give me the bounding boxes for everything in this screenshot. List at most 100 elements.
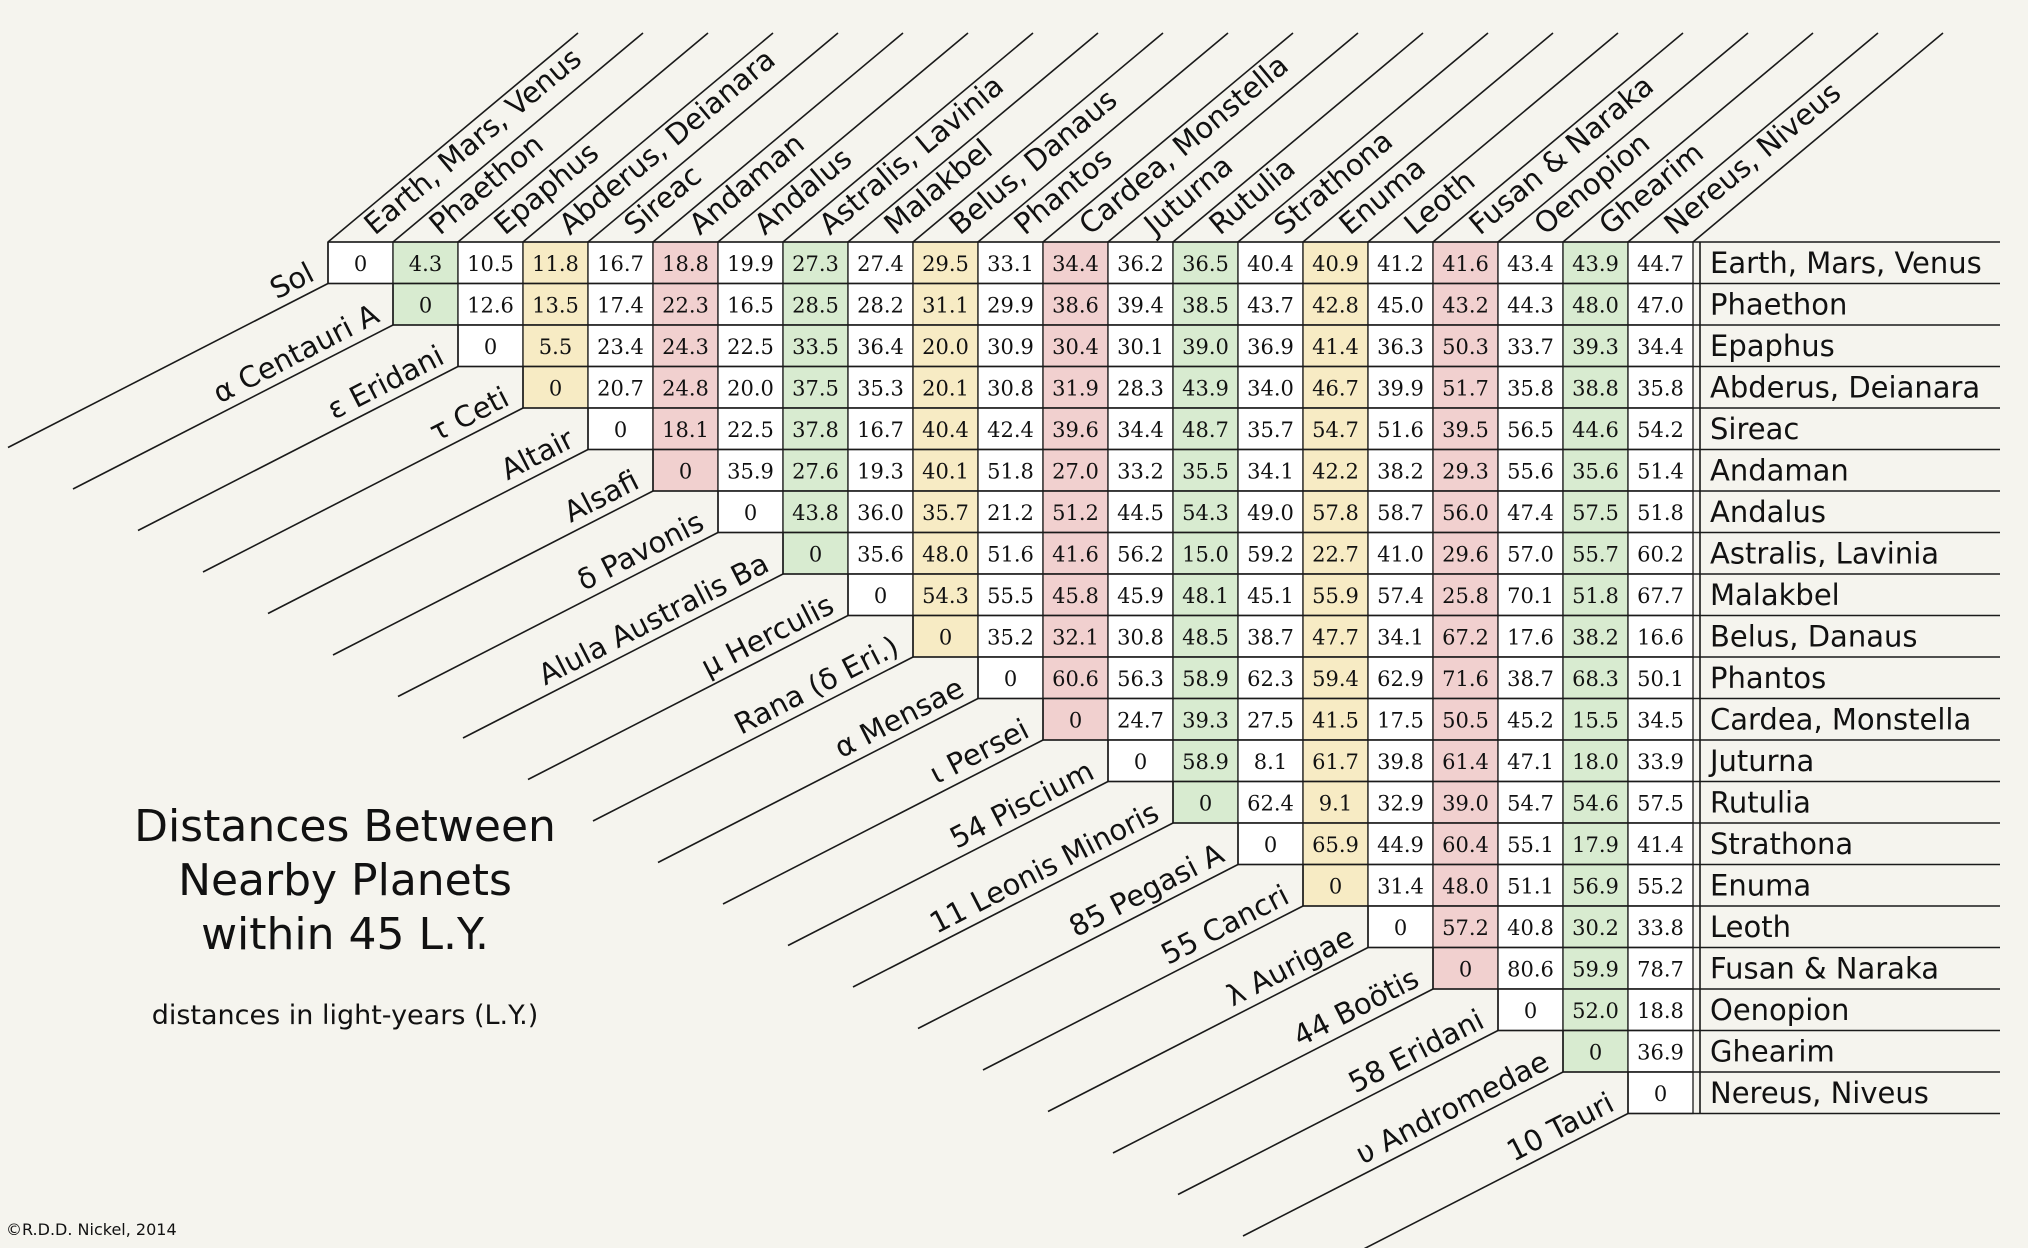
distance-value: 20.0 xyxy=(922,335,969,359)
matrix-cell xyxy=(1367,448,1434,492)
copyright-notice: ©R.D.D. Nickel, 2014 xyxy=(6,1220,177,1239)
matrix-cell xyxy=(912,490,979,534)
planet-row-label: Nereus, Niveus xyxy=(1710,1076,1929,1110)
matrix-cell xyxy=(1432,490,1499,534)
distance-value: 0 xyxy=(1524,999,1537,1023)
distance-value: 36.0 xyxy=(857,501,904,525)
matrix-cell xyxy=(1627,822,1694,866)
star-leader-line xyxy=(592,656,914,822)
matrix-cell xyxy=(1627,905,1694,949)
matrix-cell xyxy=(1107,573,1174,617)
distance-value: 57.5 xyxy=(1637,791,1684,815)
distance-value: 39.6 xyxy=(1052,418,1099,442)
distance-value: 55.9 xyxy=(1312,584,1359,608)
distance-value: 41.4 xyxy=(1637,833,1684,857)
distance-value: 17.4 xyxy=(597,293,644,317)
distance-value: 47.7 xyxy=(1312,625,1359,649)
matrix-cell xyxy=(1302,324,1369,368)
matrix-cell xyxy=(1562,241,1629,285)
matrix-cell xyxy=(1367,739,1434,783)
distance-value: 51.6 xyxy=(987,542,1034,566)
matrix-cell xyxy=(1497,365,1564,409)
distance-value: 48.0 xyxy=(1572,293,1619,317)
matrix-cell xyxy=(847,365,914,409)
distance-value: 59.4 xyxy=(1312,667,1359,691)
matrix-cell xyxy=(1172,739,1239,783)
distance-value: 19.3 xyxy=(857,459,904,483)
distance-value: 48.0 xyxy=(1442,874,1489,898)
distance-value: 51.7 xyxy=(1442,376,1489,400)
distance-value: 39.9 xyxy=(1377,376,1424,400)
distance-value: 22.3 xyxy=(662,293,709,317)
distance-value: 17.6 xyxy=(1507,625,1554,649)
column-header-line xyxy=(1367,32,1619,243)
planet-row-label: Earth, Mars, Venus xyxy=(1710,246,1982,280)
matrix-cell xyxy=(1042,241,1109,285)
distance-value: 51.4 xyxy=(1637,459,1684,483)
star-leader-line xyxy=(267,448,589,615)
star-leader-line xyxy=(527,614,849,781)
matrix-cell xyxy=(1367,863,1434,907)
distance-value: 23.4 xyxy=(597,335,644,359)
distance-value: 0 xyxy=(1069,708,1082,732)
matrix-cell xyxy=(1562,324,1629,368)
matrix-cell xyxy=(1627,739,1694,783)
distance-value: 35.6 xyxy=(857,542,904,566)
matrix-cell xyxy=(1497,988,1564,1032)
matrix-cell xyxy=(1432,448,1499,492)
distance-value: 71.6 xyxy=(1442,667,1489,691)
distance-value: 61.7 xyxy=(1312,750,1359,774)
matrix-cell xyxy=(1562,739,1629,783)
matrix-cell xyxy=(1627,241,1694,285)
distance-value: 20.7 xyxy=(597,376,644,400)
matrix-cell xyxy=(1367,905,1434,949)
matrix-cell xyxy=(977,324,1044,368)
planet-row-label: Epaphus xyxy=(1710,329,1835,363)
column-header-line xyxy=(1432,32,1684,243)
distance-value: 5.5 xyxy=(539,335,572,359)
star-leader-line xyxy=(722,739,1044,905)
distance-value: 48.1 xyxy=(1182,584,1229,608)
distance-value: 29.6 xyxy=(1442,542,1489,566)
distance-value: 24.3 xyxy=(662,335,709,359)
distance-value: 34.4 xyxy=(1052,252,1099,276)
matrix-cell xyxy=(847,324,914,368)
distance-value: 60.2 xyxy=(1637,542,1684,566)
matrix-cell xyxy=(1432,656,1499,700)
chart-title: Distances Between Nearby Planets within … xyxy=(60,800,630,962)
star-leader-line xyxy=(1242,1071,1564,1237)
matrix-cell xyxy=(1627,614,1694,658)
distance-value: 34.4 xyxy=(1637,335,1684,359)
distance-value: 62.4 xyxy=(1247,791,1294,815)
distance-value: 61.4 xyxy=(1442,750,1489,774)
distance-value: 30.2 xyxy=(1572,916,1619,940)
matrix-cell xyxy=(1627,946,1694,990)
distance-value: 41.5 xyxy=(1312,708,1359,732)
distance-value: 0 xyxy=(419,293,432,317)
distance-value: 39.8 xyxy=(1377,750,1424,774)
star-label: ι Persei xyxy=(924,712,1034,791)
distance-value: 0 xyxy=(874,584,887,608)
column-header-line xyxy=(1692,32,1944,243)
distance-value: 47.1 xyxy=(1507,750,1554,774)
distance-value: 36.4 xyxy=(857,335,904,359)
matrix-cell xyxy=(1497,241,1564,285)
distance-value: 35.7 xyxy=(1247,418,1294,442)
planet-row-label: Leoth xyxy=(1710,910,1791,944)
distance-value: 18.8 xyxy=(662,252,709,276)
distance-value: 0 xyxy=(549,376,562,400)
distance-value: 24.8 xyxy=(662,376,709,400)
matrix-cell xyxy=(847,282,914,326)
distance-value: 29.9 xyxy=(987,293,1034,317)
distance-value: 51.8 xyxy=(1637,501,1684,525)
distance-value: 31.4 xyxy=(1377,874,1424,898)
distance-value: 47.4 xyxy=(1507,501,1554,525)
distance-value: 11.8 xyxy=(532,252,579,276)
distance-value: 29.3 xyxy=(1442,459,1489,483)
distance-value: 50.5 xyxy=(1442,708,1489,732)
matrix-cell xyxy=(1107,656,1174,700)
distance-value: 27.3 xyxy=(792,252,839,276)
star-leader-line xyxy=(72,324,394,490)
distance-value: 18.0 xyxy=(1572,750,1619,774)
